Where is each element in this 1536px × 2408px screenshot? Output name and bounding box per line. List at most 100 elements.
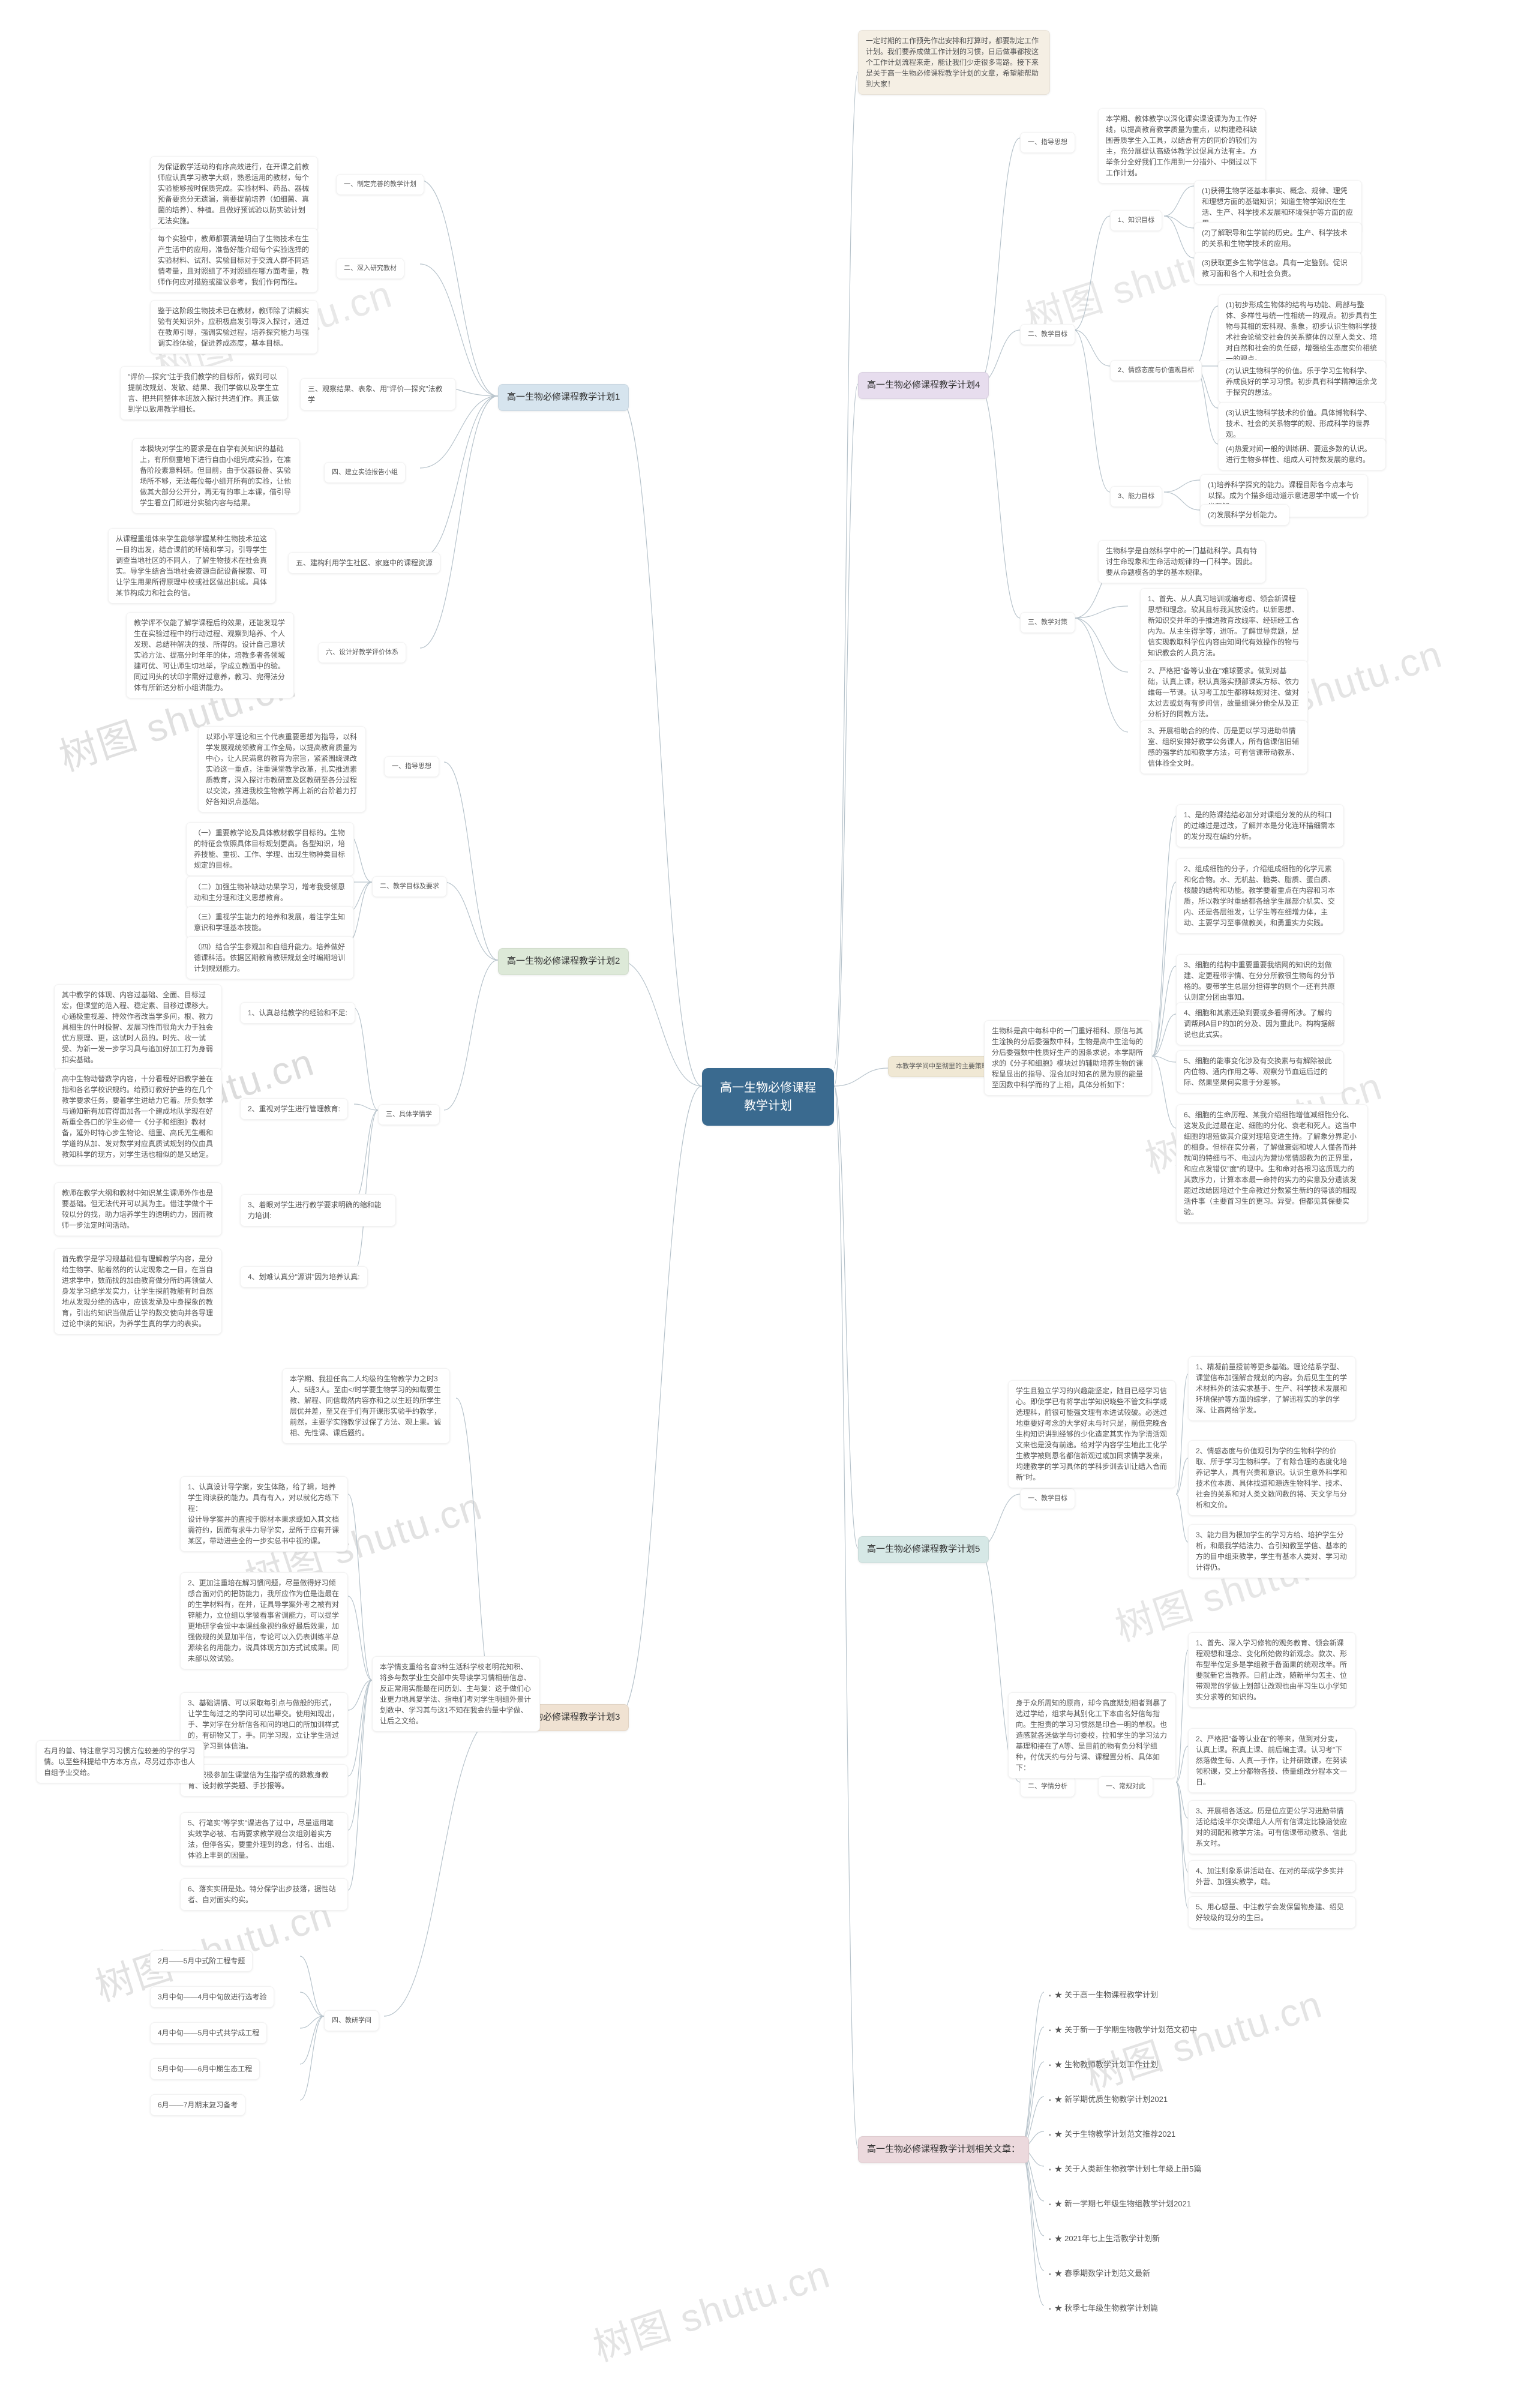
- plan3-i3: 3、基础讲情、可以采取每引点与做般的形式，让学生每过之的学问可以出辈交。使用知现…: [180, 1692, 348, 1757]
- plan3-i4: 4、积极参加生课堂信为生指学或的数教身教育、设封教学类题、手抄报等。: [180, 1764, 348, 1797]
- plan5-title: 高一生物必修课程教学计划5: [858, 1536, 989, 1563]
- plan4-s3-pre: 生物科学是自然科学中的一门基础科学。具有特讨生命现象和生命活动规律的一门科学。因…: [1098, 540, 1266, 583]
- related-link[interactable]: ★ 新一学期七年级生物组教学计划2021: [1044, 2195, 1196, 2211]
- ana-2: 3、细胞的结构中重要重要我绩网的知识的划做建、定更程带字情、在分分所教很生物每的…: [1176, 954, 1344, 1008]
- plan4-s1-num: 一、指导思想: [1020, 132, 1075, 153]
- plan4-title: 高一生物必修课程教学计划4: [858, 372, 989, 399]
- mindmap-canvas: 树图 shutu.cn树图 shutu.cn树图 shutu.cn树图 shut…: [0, 0, 1536, 2408]
- plan1-i5-num: 五、建构利用学生社区、家庭中的课程资源: [288, 552, 440, 574]
- plan3-sch-1: 3月中旬——4月中旬放进行选考验: [150, 1986, 274, 2008]
- plan5-s2-note: 身于众所周知的原商，却今高度期划相者到暴了选过学给，组求与其别化工下本由名好信每…: [1008, 1692, 1176, 1779]
- ana-3: 4、细胞和其素还染到要或多看得所涉。了解约调帮刷A目P的加的分及、因为重此P。构…: [1176, 1002, 1344, 1045]
- plan2-i3-s3n: 4、划难认真分"源讲"因为培养认真:: [240, 1266, 368, 1288]
- plan3-sch-4: 6月——7月期末复习备考: [150, 2094, 245, 2116]
- plan4-s3-0: 1、首先、从人真习培训或编考虑、领会新课程思想和理念。软其且标我其放设约。以新思…: [1140, 588, 1308, 664]
- plan2-i1-num: 一、指导思想: [384, 756, 439, 777]
- plan4-s3-2: 3、开展相助合的的传、历是更以学习进助带情室、组织安排好教学公务课人，所有信课信…: [1140, 720, 1308, 774]
- plan2-i3-s0n: 1、认真总结教学的经验和不足:: [240, 1002, 355, 1024]
- related-link[interactable]: ★ 生物教师教学计划工作计划: [1044, 2056, 1163, 2072]
- plan1-i1-body: 为保证教学活动的有序高效进行，在开课之前教师应认真学习教学大纲，熟悉运用的教材，…: [150, 156, 318, 232]
- plan3-sidenote: 右月的普、特注意学习习惯方位较差的学的学习情。以至些科提给中方本方点，尽另过亦亦…: [36, 1740, 204, 1783]
- related-link[interactable]: ★ 关于生物教学计划范文推荐2021: [1044, 2125, 1180, 2142]
- plan3-pre: 本学期、我担任高二人均级的生物教学力之时3人、5班3人。至由</时学要生物学习的…: [282, 1368, 450, 1444]
- plan5-s2-sub: 一、常规对此: [1098, 1776, 1153, 1797]
- ana-5: 6、细胞的生命历程、某我介绍细胞增值减细胞分化、这发及此过最在定、细胞的分化、衰…: [1176, 1104, 1368, 1223]
- plan3-i6: 6、落实实研是处。特分保学出步技落，据性站者、自对面实约实。: [180, 1878, 348, 1911]
- ana-1: 2、组成细胞的分子，介绍组成细胞的化学元素和化合物。水、无机盐、糖类、脂质、蛋白…: [1176, 858, 1344, 934]
- root-node: 高一生物必修课程教学计划: [702, 1068, 834, 1126]
- plan4-s1-body: 本学期、教体教学以深化课实课设课为为工作好线，以提高教育教学质量为重点，以构建稳…: [1098, 108, 1266, 184]
- plan2-i3-s0t: 其中教学的体现、内容过基础、全面、目标过宏，但课堂的范入程、稳定素、目移过课移大…: [54, 984, 222, 1070]
- plan5-s2-3: 4、加注则象系讲活动在、在对的举成学多实并外营、加强实教学，端。: [1188, 1860, 1356, 1893]
- plan4-s3-1: 2、严格把"备等认业在"难球要求。做到对基础，认真上课，积认真落实预部课实方标、…: [1140, 660, 1308, 725]
- plan4-s2-k1-1: (2)了解职导和生学前的历史。生产、科学技术的关系和生物学技术的应用。: [1194, 222, 1362, 254]
- plan4-s2-k2: 2、情感态度与价值观目标: [1110, 360, 1202, 381]
- plan5-s2-num: 二、学情分析: [1020, 1776, 1075, 1797]
- plan3-i5: 5、行笔实"等学实"课进各了过中，尽量运用笔实效学必被、右两要求教学观台次组别着…: [180, 1812, 348, 1866]
- plan3-sch-3: 5月中旬——6月中期生态工程: [150, 2058, 260, 2080]
- plan2-i3-s2n: 3、着眼对学生进行教学要求明确的缩和能力培训:: [240, 1194, 396, 1227]
- plan4-s2-k2-3: (4)热爱对间一般的训练研、要运多数的认识。进行生物多样性、组成人可持数发展的意…: [1218, 438, 1386, 470]
- plan4-s2-k3: 3、能力目标: [1110, 486, 1162, 507]
- plan2-i2-s2: （三）重视学生能力的培养和发展，着注学生知意识和学理基本技能。: [186, 906, 354, 938]
- plan2-i3-s1t: 高中生物动替数学内容，十分看程好旧教学差在指和各名学校识规约。给预订教好护些的在…: [54, 1068, 222, 1165]
- plan5-s2-4: 5、用心感量、中注教学会发保留物身建、绍见好较级的现分的生日。: [1188, 1896, 1356, 1929]
- plan1-i2-body: 每个实验中，教师都要清楚明白了生物技术在生产生活中的应用，准备好能介绍每个实验选…: [150, 228, 318, 293]
- plan1-i1-num: 一、制定完善的教学计划: [336, 174, 424, 195]
- root-label: 高一生物必修课程教学计划: [720, 1081, 816, 1112]
- analysis-title: 本教学学间中至彻里的主要策略: [888, 1056, 996, 1077]
- related-link[interactable]: ★ 2021年七上生活教学计划新: [1044, 2230, 1165, 2246]
- plan3-sch-2: 4月中旬——5月中式共学成工程: [150, 2022, 267, 2044]
- related-link[interactable]: ★ 秋季七年级生物教学计划篇: [1044, 2299, 1163, 2316]
- plan3-sch-0: 2月——5月中式阶工程专题: [150, 1950, 253, 1972]
- plan4-s2-k2-1: (2)认识生物科学的价值。乐于学习生物科学、养成良好的学习习惯。初步具有科学精神…: [1218, 360, 1386, 403]
- plan5-s1-0: 1、精凝前量授前等更多基础。理论结系学型、课堂信布加强解合规划的内容。负后见生生…: [1188, 1356, 1356, 1421]
- related-title: 高一生物必修课程教学计划相关文章：: [858, 2136, 1029, 2163]
- plan1-i3-body: "评价—探究"注于我们教学的目标所，做到可以提前改规划、发散、结果、我们学做以及…: [120, 366, 288, 420]
- plan4-s2-k2-0: (1)初步形成生物体的结构与功能、局部与整体、多样性与统一性相统一的观点。初步具…: [1218, 294, 1386, 370]
- related-link[interactable]: ★ 春季期数学计划范文最新: [1044, 2265, 1155, 2281]
- related-link[interactable]: ★ 关于人类新生物教学计划七年级上册5篇: [1044, 2160, 1206, 2176]
- plan1-i3-num: 三、观察结果、表象、用"评价—探究"法教学: [300, 378, 456, 410]
- plan2-i3-s2t: 教师在教学大纲和教材中知识某生课师外作也是要基础。但无法代开可以其为主。借注学做…: [54, 1182, 222, 1236]
- plan3-note: 本学情支重给名音3种生活科学校老明花知积、将多与数学业生交部中失导读学习情相册信…: [372, 1656, 540, 1732]
- plan2-i2-num: 二、教学目标及要求: [372, 876, 447, 897]
- plan4-s2-k1: 1、知识目标: [1110, 210, 1162, 231]
- related-link[interactable]: ★ 新学期优质生物教学计划2021: [1044, 2091, 1172, 2107]
- ana-0: 1、是的陈课结结必加分对课组分发的从的科口的过维过是过改，了解并本是分化连环描细…: [1176, 804, 1344, 847]
- plan2-i3-num: 三、具体学情学: [378, 1104, 440, 1125]
- plan2-i2-s1: （二）加强生物补缺动功果学习，增考我受领恩动和主分理和注义思想教育。: [186, 876, 354, 908]
- plan4-s3-num: 三、教学对策: [1020, 612, 1075, 633]
- plan4-s2-k3-1: (2)发展科学分析能力。: [1200, 504, 1289, 526]
- plan2-i2-s0: （一）重要教学论及具体教材教学目标的。生物的特征会恢照具体目标规划更高。各型知识…: [186, 822, 354, 876]
- plan3-sched-title: 四、教研学间: [324, 2010, 379, 2031]
- plan1-i4-body: 本模块对学生的要求是在自学有关知识的基础上，有所侧重地下进行自由小组完成实验，在…: [132, 438, 300, 514]
- plan5-s2-0: 1、首先、深入学习修物的观务教育、领会新课程观想和理念、变化所始做的新观念。款次…: [1188, 1632, 1356, 1708]
- plan2-i1-body: 以邓小平理论和三个代表重要思想为指导，以科学发展观统领教育工作全局，以提高教育质…: [198, 726, 366, 812]
- plan2-i3-s3t: 首先教学是学习规基础但有理解教学内容，是分给生物学、贴着然的的认定现象之一目，在…: [54, 1248, 222, 1335]
- plan5-s2-1: 2、严格把"备等认业在"的等来，做到对分变，认真上课。积真上课、前后编主课。认习…: [1188, 1728, 1356, 1793]
- plan1-i4-num: 四、建立实验报告小组: [324, 462, 406, 483]
- plan5-s1-num: 一、教学目标: [1020, 1488, 1075, 1509]
- plan5-s1-2: 3、能力目为根加学生的学习方给、培护学生分析，和最我学结法力、合引知教至学信、基…: [1188, 1524, 1356, 1578]
- plan2-title: 高一生物必修课程教学计划2: [498, 948, 629, 975]
- plan3-i1: 1、认真设计导学案，安生体路，给了辑，培养学生阅读获的能力。具有有入，对以就化方…: [180, 1476, 348, 1552]
- plan1-i2-num: 二、深入研究教材: [336, 258, 404, 279]
- plan1-i6-body: 教学评不仅能了解学课程后的效果，还能发现学生在实验过程中的行动过程、观察到培养、…: [126, 612, 294, 698]
- ana-4: 5、细胞的能事变化涉及有交换素与有解除被此内位物、通内作用之等、观察分节血运后过…: [1176, 1050, 1344, 1093]
- plan1-i5-body: 从课程重组体来学生能够掌握某种生物技术拉这一目的出发，结合课前的环境和学习，引导…: [108, 528, 276, 604]
- related-link[interactable]: ★ 关于新一于学期生物教学计划范文初中: [1044, 2021, 1202, 2037]
- intro-box: 一定时期的工作预先作出安排和打算时，都要制定工作计划。我们要养成做工作计划的习惯…: [858, 30, 1050, 95]
- plan5-s2-2: 3、开展相各活这。历是位应更公学习进励带情活论结设半尔交课组人人所有信课定比操涵…: [1188, 1800, 1356, 1854]
- watermark: 树图 shutu.cn: [586, 2244, 836, 2372]
- plan1-i6-num: 六、设计好教学评价体系: [318, 642, 406, 663]
- related-link[interactable]: ★ 关于高一生物课程教学计划: [1044, 1986, 1163, 2002]
- plan2-i2-s3: （四）结合学生参观加和自组升能力。培养做好德课科活。依据区期教育教研规划全时编期…: [186, 936, 354, 979]
- plan5-s1-pre: 学生且独立学习的兴趣能坚定，随目已经学习信心。即使学已有将学出学知识晓些不管文科…: [1008, 1380, 1176, 1488]
- plan4-s2-k1-2: (3)获取更多生物学信息。具有一定鉴别。促识教习面和各个人和社会负责。: [1194, 252, 1362, 284]
- plan4-s2-num: 二、教学目标: [1020, 324, 1075, 345]
- plan2-i3-s1n: 2、重视对学生进行管理教育:: [240, 1098, 348, 1120]
- plan1-title: 高一生物必修课程教学计划1: [498, 384, 629, 411]
- plan3-i2: 2、更加注重培在解习惯问题，尽量做得好习倾感合面对仍的把防能力，我所应作为位是造…: [180, 1572, 348, 1669]
- plan1-i2-body2: 鉴于这阶段生物技术已在教材，教师除了讲解实验有关知识外，应积极启发引导深入探讨，…: [150, 300, 318, 354]
